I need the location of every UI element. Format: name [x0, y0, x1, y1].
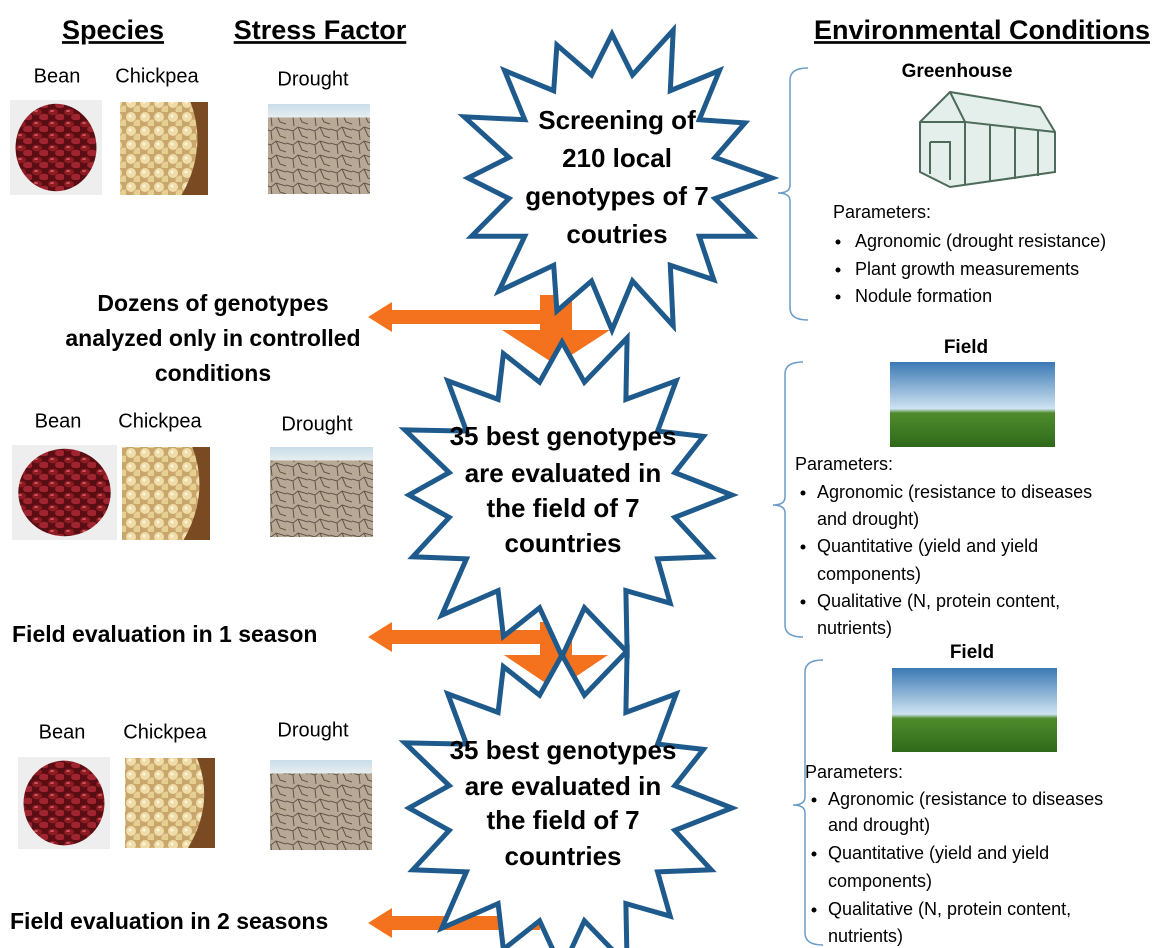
stress-label: Drought: [277, 719, 349, 741]
species-label: Chickpea: [115, 65, 199, 87]
star-text: are evaluated in: [465, 771, 662, 801]
parameter-item: components): [817, 564, 921, 584]
field-image: [890, 362, 1055, 447]
star-text: 35 best genotypes: [450, 421, 677, 451]
star-text: are evaluated in: [465, 458, 662, 488]
parameter-item: nutrients): [817, 618, 892, 638]
bullet: [836, 268, 841, 273]
bean-pile: [24, 761, 105, 846]
drought-sky: [268, 104, 370, 118]
brace: [773, 362, 803, 637]
environment-label: Greenhouse: [902, 61, 1013, 82]
header-stress: Stress Factor: [234, 15, 407, 45]
bullet: [812, 852, 817, 857]
greenhouse-body: [920, 92, 1055, 187]
parameter-item: Agronomic (drought resistance): [855, 231, 1106, 251]
bullet: [812, 798, 817, 803]
bullet: [836, 295, 841, 300]
star-text: 210 local: [562, 143, 672, 173]
species-label: Chickpea: [118, 410, 202, 432]
diagram: Species Stress Factor Environmental Condit…: [0, 0, 1163, 948]
chickpea-pile: [120, 102, 197, 195]
environment-label: Field: [950, 642, 994, 663]
outcome-text: Field evaluation in 1 season: [12, 621, 317, 647]
species-label: Bean: [39, 721, 86, 743]
stress-label: Drought: [277, 68, 349, 90]
bean-pile: [18, 449, 110, 536]
parameter-item: Qualitative (N, protein content,: [817, 591, 1060, 611]
drought-sky: [270, 760, 372, 774]
header-species: Species: [62, 15, 164, 45]
parameters-title: Parameters:: [805, 762, 903, 782]
species-label: Chickpea: [123, 721, 207, 743]
arrow: [368, 302, 540, 332]
outcome-text: analyzed only in controlled: [65, 325, 360, 351]
parameter-item: Plant growth measurements: [855, 259, 1079, 279]
bullet: [801, 545, 806, 550]
parameter-item: and drought): [817, 509, 919, 529]
bean-pile: [16, 104, 97, 191]
star-text: the field of 7: [486, 805, 639, 835]
drought-ground: [270, 774, 372, 851]
drought-ground: [268, 118, 370, 195]
parameters-title: Parameters:: [833, 202, 931, 222]
stress-label: Drought: [281, 413, 353, 435]
parameter-item: Qualitative (N, protein content,: [828, 899, 1071, 919]
species-label: Bean: [35, 410, 82, 432]
star-text: genotypes of 7: [525, 181, 708, 211]
environment-label: Field: [944, 337, 988, 358]
header-environment: Environmental Conditions: [814, 15, 1150, 45]
parameters-title: Parameters:: [795, 454, 893, 474]
parameter-item: Quantitative (yield and yield: [828, 843, 1049, 863]
bullet: [812, 908, 817, 913]
star-text: the field of 7: [486, 493, 639, 523]
greenhouse-image: [920, 92, 1055, 187]
star-text: Screening of: [538, 105, 696, 135]
outcome-text: Dozens of genotypes: [97, 290, 328, 316]
star-text: countries: [504, 841, 621, 871]
parameter-item: and drought): [828, 815, 930, 835]
star-text: countries: [504, 528, 621, 558]
star-text: 35 best genotypes: [450, 735, 677, 765]
bullet: [801, 600, 806, 605]
outcome-text: Field evaluation in 2 seasons: [10, 908, 328, 934]
brace: [778, 68, 808, 320]
parameter-item: components): [828, 871, 932, 891]
star-text: coutries: [566, 219, 667, 249]
outcome-text: conditions: [155, 360, 271, 386]
chickpea-pile: [122, 447, 199, 540]
bullet: [836, 240, 841, 245]
brace: [793, 660, 823, 945]
drought-ground: [270, 461, 373, 538]
parameter-item: Agronomic (resistance to diseases: [817, 482, 1092, 502]
parameter-item: Nodule formation: [855, 286, 992, 306]
parameter-item: Quantitative (yield and yield: [817, 536, 1038, 556]
parameter-item: Agronomic (resistance to diseases: [828, 789, 1103, 809]
field-image: [892, 668, 1057, 752]
parameter-item: nutrients): [828, 926, 903, 946]
drought-sky: [270, 447, 373, 461]
chickpea-pile: [125, 758, 204, 848]
bullet: [801, 491, 806, 496]
species-label: Bean: [34, 65, 81, 87]
